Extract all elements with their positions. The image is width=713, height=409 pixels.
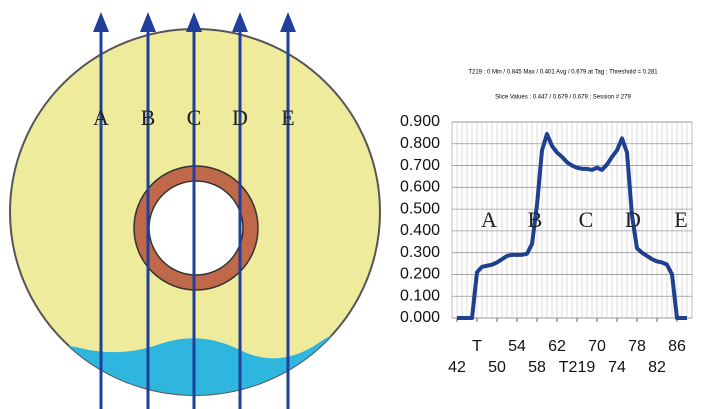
x-tick-label: 78 bbox=[628, 338, 646, 355]
y-tick-label: 0.400 bbox=[400, 222, 440, 239]
y-tick-label: 0.300 bbox=[400, 244, 440, 261]
chart-subtitle: Slice Values : 0.447 / 0.679 / 0.679 : S… bbox=[495, 95, 631, 101]
annotation: E bbox=[674, 207, 687, 232]
y-tick-label: 0.900 bbox=[400, 113, 440, 130]
x-tick-label: 50 bbox=[488, 359, 506, 376]
page: {"diagram": {"labels": ["A", "B", "C", "… bbox=[0, 0, 713, 409]
diagram-label: D bbox=[232, 105, 248, 130]
y-tick-label: 0.000 bbox=[400, 309, 440, 326]
x-tick-label: 58 bbox=[528, 359, 546, 376]
x-tick-label: T219 bbox=[559, 359, 596, 376]
diagram-label: E bbox=[281, 105, 294, 130]
screen: A B C D E T219 : 0 Min / 0.845 Max / 0.401 A… bbox=[0, 0, 713, 409]
annotation: D bbox=[625, 207, 641, 232]
x-tick-label: 82 bbox=[648, 359, 666, 376]
x-tick-label: 62 bbox=[548, 338, 566, 355]
y-tick-label: 0.200 bbox=[400, 266, 440, 283]
x-tick-label: 42 bbox=[448, 359, 466, 376]
annotation: B bbox=[528, 207, 543, 232]
y-tick-label: 0.100 bbox=[400, 287, 440, 304]
diagram-label: A bbox=[93, 105, 109, 130]
diagram-label: C bbox=[187, 105, 202, 130]
annotation: C bbox=[579, 207, 594, 232]
x-tick-label: 74 bbox=[608, 359, 626, 376]
chart-title: T219 : 0 Min / 0.845 Max / 0.401 Avg / 0… bbox=[468, 70, 658, 76]
annotation: A bbox=[481, 207, 497, 232]
inner-hole bbox=[149, 181, 243, 275]
donut-diagram: A B C D E bbox=[0, 0, 400, 409]
diagram-label: B bbox=[141, 105, 156, 130]
y-tick-label: 0.800 bbox=[400, 135, 440, 152]
x-tick-label: T bbox=[472, 338, 482, 355]
x-tick-label: 86 bbox=[668, 338, 686, 355]
x-tick-label: 70 bbox=[588, 338, 606, 355]
plot: 0.000 0.100 0.200 0.300 0.400 0.500 0.600 0.700… bbox=[400, 113, 692, 376]
y-tick-label: 0.600 bbox=[400, 179, 440, 196]
y-tick-label: 0.700 bbox=[400, 157, 440, 174]
y-tick-label: 0.500 bbox=[400, 200, 440, 217]
x-tick-label: 54 bbox=[508, 338, 526, 355]
